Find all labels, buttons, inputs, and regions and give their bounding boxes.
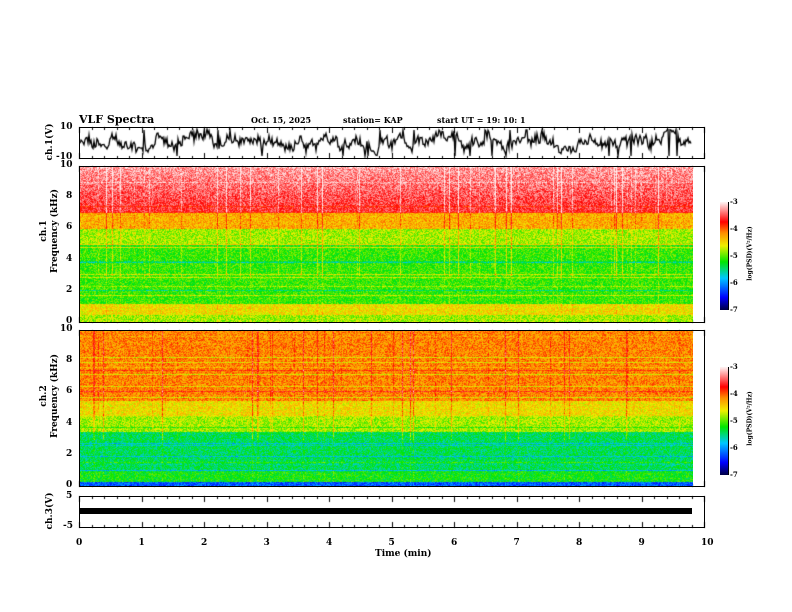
figure-title: VLF Spectra (79, 113, 155, 126)
spectrogram-ch1 (80, 166, 693, 322)
colorbar-tick-label: -3 (730, 362, 738, 371)
spec2-ylabel-l1: ch.2 (39, 385, 49, 407)
spec2-y-tick-label: 0 (66, 480, 73, 490)
colorbar-tick-label: -4 (730, 224, 738, 233)
colorbar-2: -3 -4 -5 -6 -7 log(PSD)(V²/Hz) (718, 362, 788, 479)
spec1-y-tick-label: 2 (66, 284, 73, 295)
x-tick-label: 10 (701, 538, 714, 548)
x-tick-label: 7 (513, 538, 520, 548)
colorbar-gradient (720, 202, 728, 310)
colorbar-tick-label: -6 (730, 443, 738, 452)
x-tick-label: 3 (263, 538, 270, 548)
spec1-ylabel: ch.1 Frequency (kHz) (39, 171, 61, 291)
x-tick-label: 1 (138, 538, 145, 548)
station-label: station= KAP (343, 115, 403, 125)
x-tick-label: 9 (638, 538, 645, 548)
ch1-ymax: 10 (60, 122, 73, 132)
spec1-y-tick-label: 4 (66, 253, 73, 264)
colorbar-tick-label: -6 (730, 278, 738, 287)
x-axis-label: Time (min) (375, 549, 432, 559)
x-tick-label: 6 (451, 538, 458, 548)
spec2-y-tick-label: 2 (66, 448, 73, 459)
spectrogram-ch2 (80, 330, 693, 486)
ch1-waveform (79, 127, 704, 159)
x-tick-label: 4 (326, 538, 333, 548)
x-tick-label: 2 (201, 538, 208, 548)
colorbar-tick-label: -5 (730, 416, 738, 425)
x-tick-label: 0 (76, 538, 83, 548)
colorbar-tick-label: -3 (730, 197, 738, 206)
date-label: Oct. 15, 2025 (251, 115, 312, 125)
spec2-y-tick-label: 4 (66, 417, 73, 428)
spec1-y-tick-label: 8 (66, 191, 73, 202)
colorbar-gradient (720, 367, 728, 475)
spec1-ylabel-l2: Frequency (kHz) (50, 189, 60, 274)
spec2-ylabel: ch.2 Frequency (kHz) (39, 336, 61, 456)
x-tick-label: 5 (388, 538, 395, 548)
colorbar-label: log(PSD)(V²/Hz) (746, 226, 754, 281)
ch3-ymin: -5 (63, 521, 73, 531)
spec1-y-tick-label: 6 (66, 222, 73, 233)
colorbar-tick-label: -7 (730, 305, 738, 314)
spec2-y-tick-label: 6 (66, 386, 73, 397)
colorbar-tick-label: -7 (730, 470, 738, 479)
spec2-y-tick-label: 10 (60, 324, 73, 334)
colorbar-axis (728, 202, 729, 310)
x-tick-label: 8 (576, 538, 583, 548)
ch1-ylabel: ch.1(V) (45, 123, 55, 161)
colorbar-1: -3 -4 -5 -6 -7 log(PSD)(V²/Hz) (718, 197, 788, 314)
ch3-trace (80, 508, 692, 514)
colorbar-tick-label: -4 (730, 389, 738, 398)
colorbar-tick-label: -5 (730, 251, 738, 260)
colorbar-label: log(PSD)(V²/Hz) (746, 391, 754, 446)
ch3-ylabel: ch.3(V) (45, 492, 55, 530)
spec2-ylabel-l2: Frequency (kHz) (50, 354, 60, 439)
colorbar-axis (728, 367, 729, 475)
spec1-ylabel-l1: ch.1 (39, 220, 49, 242)
spec2-y-tick-label: 8 (66, 355, 73, 366)
ch3-ymax: 5 (66, 491, 73, 501)
spec1-y-tick-label: 10 (60, 160, 73, 170)
start-time-label: start UT = 19: 10: 1 (437, 115, 526, 125)
